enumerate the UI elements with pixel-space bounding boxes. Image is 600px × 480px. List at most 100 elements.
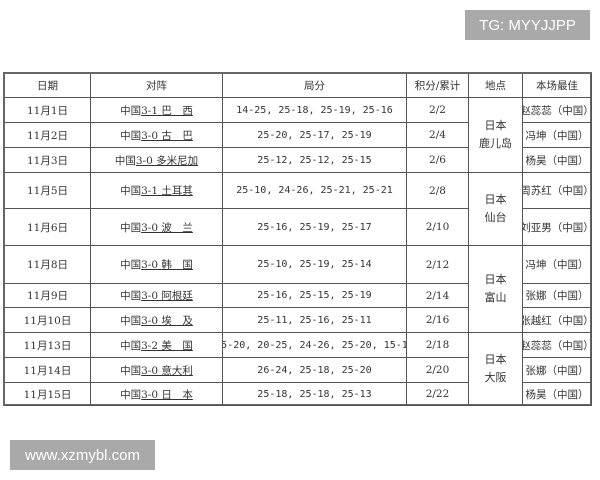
points-cell: 2/18 xyxy=(407,333,469,358)
home-team: 中国 xyxy=(120,221,142,234)
date-cell: 11月8日 xyxy=(5,246,91,284)
header-match: 对阵 xyxy=(146,80,167,92)
points: 2/18 xyxy=(425,339,450,351)
header-sets: 局分 xyxy=(304,80,325,92)
mvp-cell: 张娜（中国） xyxy=(523,284,592,308)
mvp-cell: 杨昊（中国） xyxy=(523,383,592,406)
best-player: 张越红（中国） xyxy=(523,314,592,327)
points: 2/12 xyxy=(425,258,450,271)
mvp-cell: 张娜（中国） xyxy=(523,358,592,383)
points-cell: 2/20 xyxy=(407,358,469,383)
points: 2/20 xyxy=(425,364,450,376)
match-cell: 中国 3-1 土耳其 xyxy=(91,173,223,209)
set-scores: 26-24, 25-18, 25-20 xyxy=(257,364,372,376)
watermark-top: TG: MYYJJPP xyxy=(465,10,590,40)
date: 11月8日 xyxy=(26,259,69,271)
date: 11月9日 xyxy=(26,290,69,302)
sets-cell: 25-12, 25-12, 25-15 xyxy=(223,148,407,173)
location-country: 日本 xyxy=(484,353,507,366)
points: 2/2 xyxy=(429,104,446,116)
date: 11月13日 xyxy=(23,339,72,352)
set-scores: 25-10, 25-19, 25-14 xyxy=(257,259,372,270)
date: 11月1日 xyxy=(26,104,69,117)
mvp-cell: 冯坤（中国） xyxy=(523,123,592,148)
sets-cell: 25-16, 25-15, 25-19 xyxy=(223,284,407,308)
best-player: 杨昊（中国） xyxy=(525,388,589,401)
date-cell: 11月13日 xyxy=(5,333,91,358)
match-cell: 中国 3-0 日 本 xyxy=(91,383,223,406)
points-cell: 2/8 xyxy=(407,173,469,209)
home-team: 中国 xyxy=(120,129,142,142)
best-player: 冯坤（中国） xyxy=(525,259,589,271)
sets-cell: 25-10, 25-19, 25-14 xyxy=(223,246,407,284)
header-mvp: 本场最佳 xyxy=(536,80,578,92)
location-city: 大阪 xyxy=(484,371,507,384)
watermark-bottom: www.xzmybl.com xyxy=(10,440,155,470)
date-cell: 11月2日 xyxy=(5,123,91,148)
match-result: 3-2 美 国 xyxy=(141,339,193,352)
points-cell: 2/2 xyxy=(407,98,469,123)
mvp-cell: 冯坤（中国） xyxy=(523,246,592,284)
home-team: 中国 xyxy=(120,388,142,401)
best-player: 张娜（中国） xyxy=(525,290,589,302)
points: 2/4 xyxy=(429,129,446,141)
header-date: 日期 xyxy=(37,80,58,92)
match-cell: 中国 3-1 巴 西 xyxy=(91,98,223,123)
best-player: 冯坤（中国） xyxy=(525,129,589,142)
best-player: 赵蕊蕊（中国） xyxy=(523,104,592,117)
points: 2/22 xyxy=(425,388,450,400)
set-scores: 25-16, 25-15, 25-19 xyxy=(257,290,372,301)
date-cell: 11月3日 xyxy=(5,148,91,173)
points-cell: 2/14 xyxy=(407,284,469,308)
header-location: 地点 xyxy=(485,80,506,92)
location-cell: 日本 鹿儿岛 xyxy=(469,98,523,173)
match-cell: 中国 3-0 阿根廷 xyxy=(91,284,223,308)
match-result: 3-0 古 巴 xyxy=(141,129,193,142)
date: 11月15日 xyxy=(23,388,72,401)
location-cell: 日本 大阪 xyxy=(469,333,523,406)
match-result: 3-0 多米尼加 xyxy=(135,154,199,167)
best-player: 张娜（中国） xyxy=(525,364,589,377)
match-result: 3-0 埃 及 xyxy=(141,314,193,327)
date-cell: 11月6日 xyxy=(5,209,91,246)
points: 2/14 xyxy=(425,289,450,302)
match-cell: 中国 3-0 埃 及 xyxy=(91,308,223,333)
header-sets-cell: 局分 xyxy=(223,74,407,98)
mvp-cell: 张越红（中国） xyxy=(523,308,592,333)
points: 2/6 xyxy=(429,154,446,166)
sets-cell: 26-24, 25-18, 25-20 xyxy=(223,358,407,383)
match-result: 3-1 巴 西 xyxy=(141,104,193,117)
set-scores: 25-12, 25-12, 25-15 xyxy=(257,154,372,166)
date-cell: 11月15日 xyxy=(5,383,91,406)
date-cell: 11月9日 xyxy=(5,284,91,308)
location-cell: 日本 富山 xyxy=(469,246,523,333)
location-city: 仙台 xyxy=(484,211,507,224)
home-team: 中国 xyxy=(120,259,142,271)
points-cell: 2/10 xyxy=(407,209,469,246)
home-team: 中国 xyxy=(120,314,142,327)
location-cell: 日本 仙台 xyxy=(469,173,523,246)
best-player: 赵蕊蕊（中国） xyxy=(523,339,592,352)
header-mvp-cell: 本场最佳 xyxy=(523,74,592,98)
header-match-cell: 对阵 xyxy=(91,74,223,98)
match-result: 3-0 韩 国 xyxy=(141,259,193,271)
date: 11月5日 xyxy=(26,185,69,197)
location-city: 富山 xyxy=(484,291,507,304)
set-scores: 25-20, 25-17, 25-19 xyxy=(257,129,372,141)
best-player: 杨昊（中国） xyxy=(525,154,589,167)
sets-cell: 14-25, 25-18, 25-19, 25-16 xyxy=(223,98,407,123)
date-cell: 11月1日 xyxy=(5,98,91,123)
date-cell: 11月14日 xyxy=(5,358,91,383)
sets-cell: 25-11, 25-16, 25-11 xyxy=(223,308,407,333)
match-result: 3-1 土耳其 xyxy=(141,185,193,197)
location-country: 日本 xyxy=(484,119,507,132)
home-team: 中国 xyxy=(120,104,142,117)
set-scores: 25-16, 25-19, 25-17 xyxy=(257,221,372,233)
mvp-cell: 刘亚男（中国） xyxy=(523,209,592,246)
best-player: 刘亚男（中国） xyxy=(523,221,592,234)
mvp-cell: 周苏红（中国） xyxy=(523,173,592,209)
points-cell: 2/16 xyxy=(407,308,469,333)
set-scores: 25-11, 25-16, 25-11 xyxy=(257,314,372,326)
header-date-cell: 日期 xyxy=(5,74,91,98)
points: 2/8 xyxy=(429,184,446,197)
